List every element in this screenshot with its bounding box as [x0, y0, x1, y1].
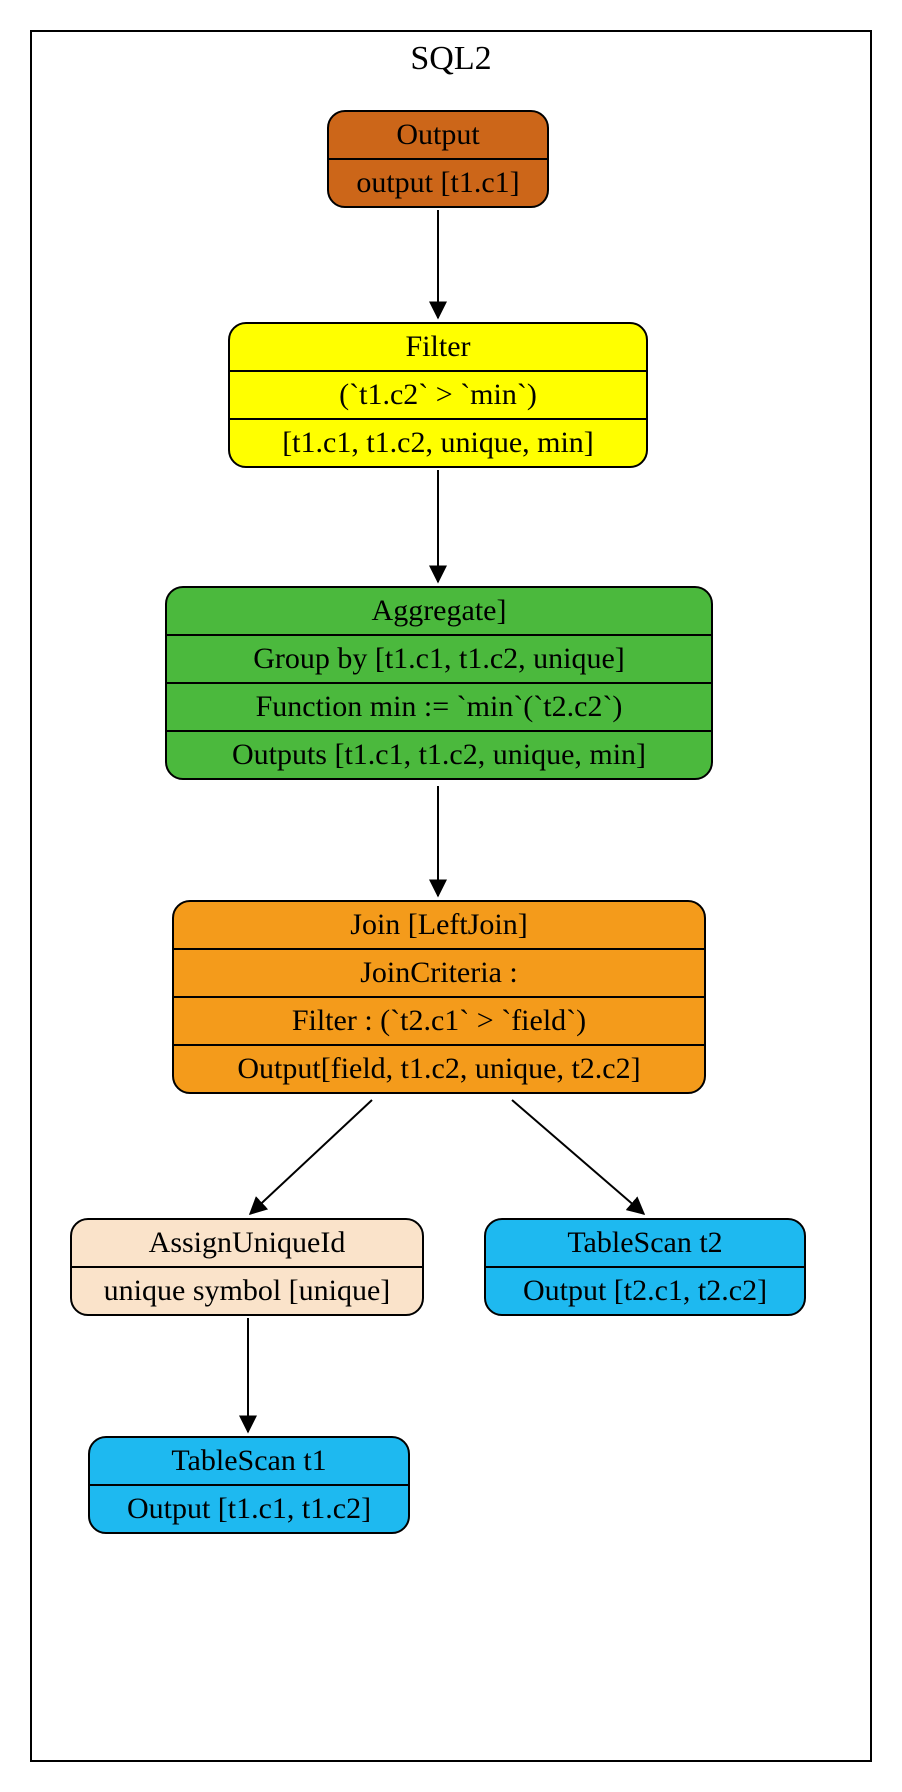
node-join-filter: Filter : (`t2.c1` > `field`) [174, 998, 704, 1046]
node-aggregate-out: Outputs [t1.c1, t1.c2, unique, min] [167, 732, 711, 778]
node-assign-symbol: unique symbol [unique] [72, 1268, 422, 1314]
node-aggregate: Aggregate] Group by [t1.c1, t1.c2, uniqu… [165, 586, 713, 780]
node-ts2-out: Output [t2.c1, t2.c2] [486, 1268, 804, 1314]
node-output: Output output [t1.c1] [327, 110, 549, 208]
node-aggregate-func: Function min := `min`(`t2.c2`) [167, 684, 711, 732]
node-filter-header: Filter [230, 324, 646, 372]
node-ts1-out: Output [t1.c1, t1.c2] [90, 1486, 408, 1532]
node-assign-header: AssignUniqueId [72, 1220, 422, 1268]
node-join: Join [LeftJoin] JoinCriteria : Filter : … [172, 900, 706, 1094]
edge-join-to-ts2 [512, 1100, 644, 1214]
diagram-title: SQL2 [410, 40, 491, 78]
node-filter: Filter (`t1.c2` > `min`) [t1.c1, t1.c2, … [228, 322, 648, 468]
node-join-header: Join [LeftJoin] [174, 902, 704, 950]
node-join-out: Output[field, t1.c2, unique, t2.c2] [174, 1046, 704, 1092]
node-ts2-header: TableScan t2 [486, 1220, 804, 1268]
node-join-criteria: JoinCriteria : [174, 950, 704, 998]
node-filter-cols: [t1.c1, t1.c2, unique, min] [230, 420, 646, 466]
node-aggregate-header: Aggregate] [167, 588, 711, 636]
node-output-header: Output [329, 112, 547, 160]
node-tablescan-t1: TableScan t1 Output [t1.c1, t1.c2] [88, 1436, 410, 1534]
node-aggregate-groupby: Group by [t1.c1, t1.c2, unique] [167, 636, 711, 684]
node-filter-cond: (`t1.c2` > `min`) [230, 372, 646, 420]
edge-join-to-assign [250, 1100, 372, 1214]
node-assign-unique-id: AssignUniqueId unique symbol [unique] [70, 1218, 424, 1316]
node-ts1-header: TableScan t1 [90, 1438, 408, 1486]
diagram-frame: SQL2 Output output [t1.c1] Filter (`t1.c… [30, 30, 872, 1762]
node-tablescan-t2: TableScan t2 Output [t2.c1, t2.c2] [484, 1218, 806, 1316]
node-output-detail: output [t1.c1] [329, 160, 547, 206]
